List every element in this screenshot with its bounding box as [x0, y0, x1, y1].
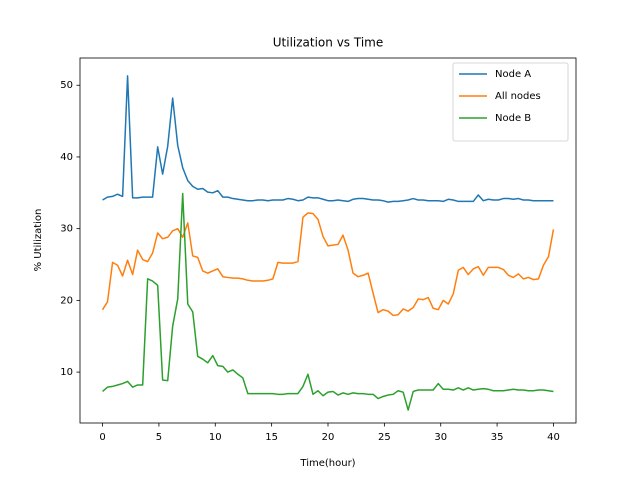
legend-label: Node A — [495, 69, 531, 80]
x-tick-label: 15 — [265, 432, 278, 443]
y-tick-label: 30 — [60, 224, 73, 235]
y-tick-label: 20 — [60, 295, 73, 306]
x-axis-label: Time(hour) — [299, 458, 355, 469]
x-tick-label: 30 — [434, 432, 447, 443]
x-tick-label: 40 — [547, 432, 560, 443]
series-line — [102, 75, 554, 203]
y-tick-label: 10 — [60, 367, 73, 378]
series-line — [102, 192, 554, 411]
series-line — [101, 212, 555, 317]
y-tick-label: 50 — [60, 80, 73, 91]
plot-frame — [79, 57, 577, 424]
legend-label: Node B — [495, 113, 531, 124]
x-tick-label: 20 — [322, 432, 335, 443]
x-tick-label: 10 — [209, 432, 222, 443]
x-tick-label: 0 — [99, 432, 105, 443]
legend-label: All nodes — [495, 91, 541, 102]
chart-title: Utilization vs Time — [273, 36, 383, 50]
x-tick-label: 35 — [491, 432, 504, 443]
x-tick-label: 25 — [378, 432, 391, 443]
x-tick-label: 5 — [156, 432, 162, 443]
y-axis-label: % Utilization — [33, 209, 44, 272]
legend-box — [452, 62, 569, 142]
y-tick-label: 40 — [60, 152, 73, 163]
